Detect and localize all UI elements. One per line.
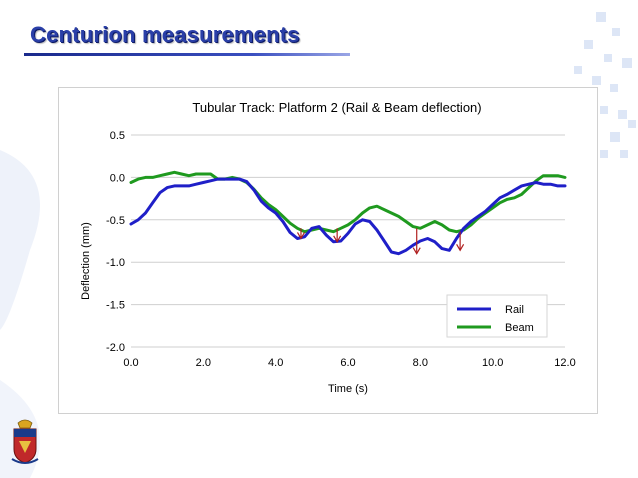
y-tick-label: -1.5 [106,300,125,312]
university-crest-logo [11,419,39,464]
x-tick-labels: 0.0 2.0 4.0 6.0 8.0 10.0 12.0 [123,357,575,369]
x-axis-label: Time (s) [328,383,368,395]
x-tick-label: 10.0 [482,357,503,369]
x-tick-label: 6.0 [340,357,355,369]
y-tick-label: -1.0 [106,257,125,269]
deflection-arrow [296,228,306,240]
deflection-arrow [412,228,421,255]
y-tick-label: -2.0 [106,342,125,354]
chart-title: Tubular Track: Platform 2 (Rail & Beam d… [192,100,481,115]
x-tick-label: 0.0 [123,357,138,369]
legend-box [446,294,548,338]
deflection-arrow [333,228,342,244]
series-lines [129,170,567,256]
deflection-arrow [456,231,465,252]
series-line-beam [129,170,567,234]
legend-label-rail: Rail [505,304,524,316]
chart-legend: Rail Beam [446,294,548,338]
x-tick-label: 4.0 [268,357,283,369]
deflection-chart: Tubular Track: Platform 2 (Rail & Beam d… [80,100,576,395]
y-tick-label: -0.5 [106,215,125,227]
x-tick-label: 2.0 [196,357,211,369]
annotation-arrows [296,228,465,255]
y-tick-label: 0.5 [110,130,125,142]
x-tick-label: 12.0 [554,357,575,369]
slide-title: Centurion measurements [30,22,300,47]
chart-frame: Tubular Track: Platform 2 (Rail & Beam d… [58,87,598,414]
y-tick-labels: 0.5 0.0 -0.5 -1.0 -1.5 -2.0 [106,130,125,354]
y-axis-label: Deflection (mm) [80,222,92,300]
series-line-rail [129,177,567,256]
x-tick-label: 8.0 [413,357,428,369]
y-tick-label: 0.0 [110,172,125,184]
title-underline [24,53,350,56]
legend-label-beam: Beam [505,322,534,334]
